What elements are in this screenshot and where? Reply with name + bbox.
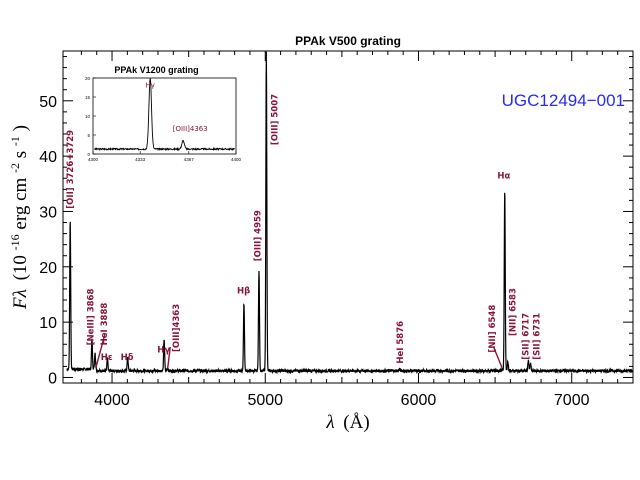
y-tick-label: 40 (39, 149, 57, 166)
line-label: [OIII] 5007 (270, 94, 280, 145)
inset-line-label: [OIII]4363 (173, 125, 208, 133)
inset-panel: PPAk V1200 grating 4300 4333 4367 4400 0 5 10 1… (85, 65, 242, 162)
inset-y-tick-label: 20 (85, 76, 91, 81)
y-axis-mid: erg cm (10, 178, 31, 230)
spectrum-line (66, 51, 633, 375)
plot-frame (62, 50, 634, 384)
inset-ticks: 4300 4333 4367 4400 0 5 10 15 20 (85, 76, 242, 162)
inset-spectrum-line (94, 78, 235, 152)
y-axis-text: (10 (10, 255, 31, 280)
chart-title: PPAk V500 grating (295, 34, 401, 48)
object-name: UGC12494−001 (502, 91, 625, 110)
line-label: [OII] 3726+3729 (66, 130, 76, 209)
leader-line (166, 346, 171, 369)
line-label: Hδ (121, 353, 134, 363)
y-tick-labels: 0 10 20 30 40 50 (39, 94, 57, 388)
y-tick-label: 30 (39, 204, 57, 221)
y-axis-exp1: -16 (8, 234, 22, 250)
line-label: [NII] 6583 (508, 288, 518, 336)
inset-line-label: Hγ (145, 82, 154, 90)
line-label: [NII] 6548 (488, 305, 498, 353)
line-label: Hβ (237, 286, 250, 296)
y-tick-label: 0 (48, 370, 57, 387)
x-axis-unit: (Å) (343, 412, 369, 433)
axis-ticks (63, 51, 634, 383)
inset-line-labels: Hγ [OIII]4363 (145, 82, 207, 134)
x-axis-title: λ (Å) (325, 412, 369, 433)
x-tick-label: 4000 (94, 392, 130, 409)
inset-title: PPAk V1200 grating (114, 65, 198, 75)
emission-line-labels: [OII] 3726+3729 [NeIII] 3868 HeI 3888 Hε Hδ H… (66, 94, 542, 364)
line-label: [NeIII] 3868 (86, 289, 96, 346)
leader-line (492, 346, 503, 368)
y-tick-label: 10 (39, 315, 57, 332)
y-axis-exp3: -1 (8, 136, 22, 146)
inset-y-tick-label: 0 (87, 152, 90, 157)
inset-x-tick-label: 4367 (184, 157, 195, 162)
line-label: HeI 3888 (100, 303, 110, 346)
x-tick-label: 5000 (247, 392, 283, 409)
y-axis-exp2: -2 (8, 163, 22, 173)
line-label: Hε (101, 353, 113, 363)
y-axis-mid2: s (10, 151, 31, 158)
line-label: [SII] 6731 (532, 313, 542, 360)
inset-y-tick-label: 5 (87, 133, 90, 138)
inset-x-tick-label: 4333 (135, 157, 146, 162)
y-axis-title: Fλ (10 -16 erg cm -2 s -1 ) (3, 125, 31, 310)
y-tick-label: 20 (39, 260, 57, 277)
line-label: [OIII]4363 (172, 304, 182, 352)
y-axis-symbol: Fλ (10, 289, 31, 310)
x-tick-label: 7000 (554, 392, 590, 409)
leader-line (95, 333, 106, 368)
line-label: HeI 5876 (396, 321, 406, 364)
inset-x-tick-label: 4300 (88, 157, 99, 162)
line-label: [OIII] 4959 (253, 210, 263, 261)
x-axis-symbol: λ (325, 412, 334, 433)
y-tick-label: 50 (39, 94, 57, 111)
inset-y-tick-label: 10 (85, 114, 91, 119)
x-tick-labels: 4000 5000 6000 7000 (94, 392, 589, 409)
inset-x-tick-label: 4400 (231, 157, 242, 162)
x-tick-label: 6000 (401, 392, 437, 409)
line-label: Hα (497, 171, 510, 181)
label-leader-lines (95, 333, 503, 369)
line-label: [SII] 6717 (521, 313, 531, 360)
line-label: Hγ (157, 346, 170, 356)
inset-frame (92, 77, 237, 155)
y-axis-end: ) (10, 125, 31, 131)
inset-y-tick-label: 15 (85, 95, 91, 100)
